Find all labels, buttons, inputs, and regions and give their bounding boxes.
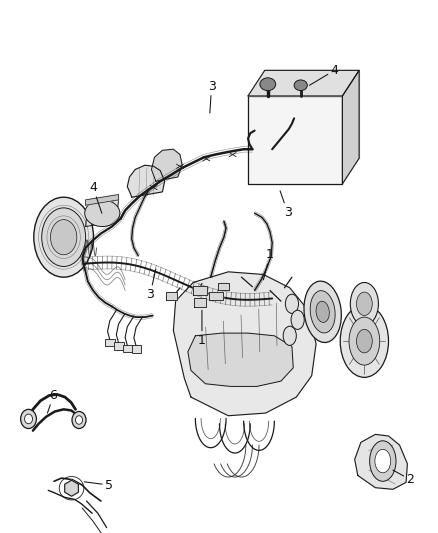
Ellipse shape — [350, 282, 378, 325]
Polygon shape — [165, 292, 177, 300]
Bar — [105, 339, 115, 346]
Polygon shape — [354, 434, 406, 489]
Ellipse shape — [303, 281, 341, 343]
Ellipse shape — [283, 326, 296, 345]
Polygon shape — [64, 480, 78, 496]
Polygon shape — [151, 149, 182, 181]
Ellipse shape — [356, 292, 371, 316]
Ellipse shape — [290, 310, 304, 329]
Bar — [131, 345, 141, 353]
Bar — [114, 342, 124, 350]
Polygon shape — [247, 96, 342, 184]
Polygon shape — [209, 292, 222, 300]
Ellipse shape — [72, 411, 86, 429]
Text: 4: 4 — [89, 181, 102, 213]
Polygon shape — [85, 195, 118, 205]
Ellipse shape — [369, 441, 395, 481]
Ellipse shape — [75, 416, 82, 424]
Text: 4: 4 — [309, 64, 338, 85]
Text: 3: 3 — [279, 191, 291, 219]
Ellipse shape — [42, 208, 85, 266]
Polygon shape — [342, 70, 358, 184]
Polygon shape — [193, 298, 205, 307]
Ellipse shape — [315, 301, 328, 322]
Ellipse shape — [293, 80, 307, 91]
Text: 2: 2 — [392, 470, 413, 486]
Ellipse shape — [310, 290, 334, 333]
Ellipse shape — [21, 409, 36, 429]
Ellipse shape — [339, 305, 388, 377]
Ellipse shape — [50, 220, 77, 255]
Ellipse shape — [285, 294, 298, 313]
Ellipse shape — [259, 78, 275, 91]
Polygon shape — [127, 165, 164, 197]
Text: 6: 6 — [47, 389, 57, 413]
Ellipse shape — [348, 317, 379, 365]
Text: 1: 1 — [263, 248, 273, 280]
Polygon shape — [247, 70, 358, 96]
Ellipse shape — [85, 200, 120, 227]
Ellipse shape — [356, 329, 371, 353]
Text: 1: 1 — [198, 310, 205, 346]
Polygon shape — [192, 286, 206, 295]
Text: 3: 3 — [207, 80, 215, 113]
Polygon shape — [85, 200, 118, 227]
Ellipse shape — [34, 197, 93, 277]
Polygon shape — [264, 70, 358, 158]
Text: 5: 5 — [84, 479, 113, 491]
Ellipse shape — [374, 449, 390, 473]
Ellipse shape — [25, 414, 32, 424]
Text: 3: 3 — [146, 269, 155, 301]
Polygon shape — [187, 333, 293, 386]
Bar — [123, 345, 132, 352]
Polygon shape — [173, 272, 315, 416]
Polygon shape — [218, 283, 229, 290]
